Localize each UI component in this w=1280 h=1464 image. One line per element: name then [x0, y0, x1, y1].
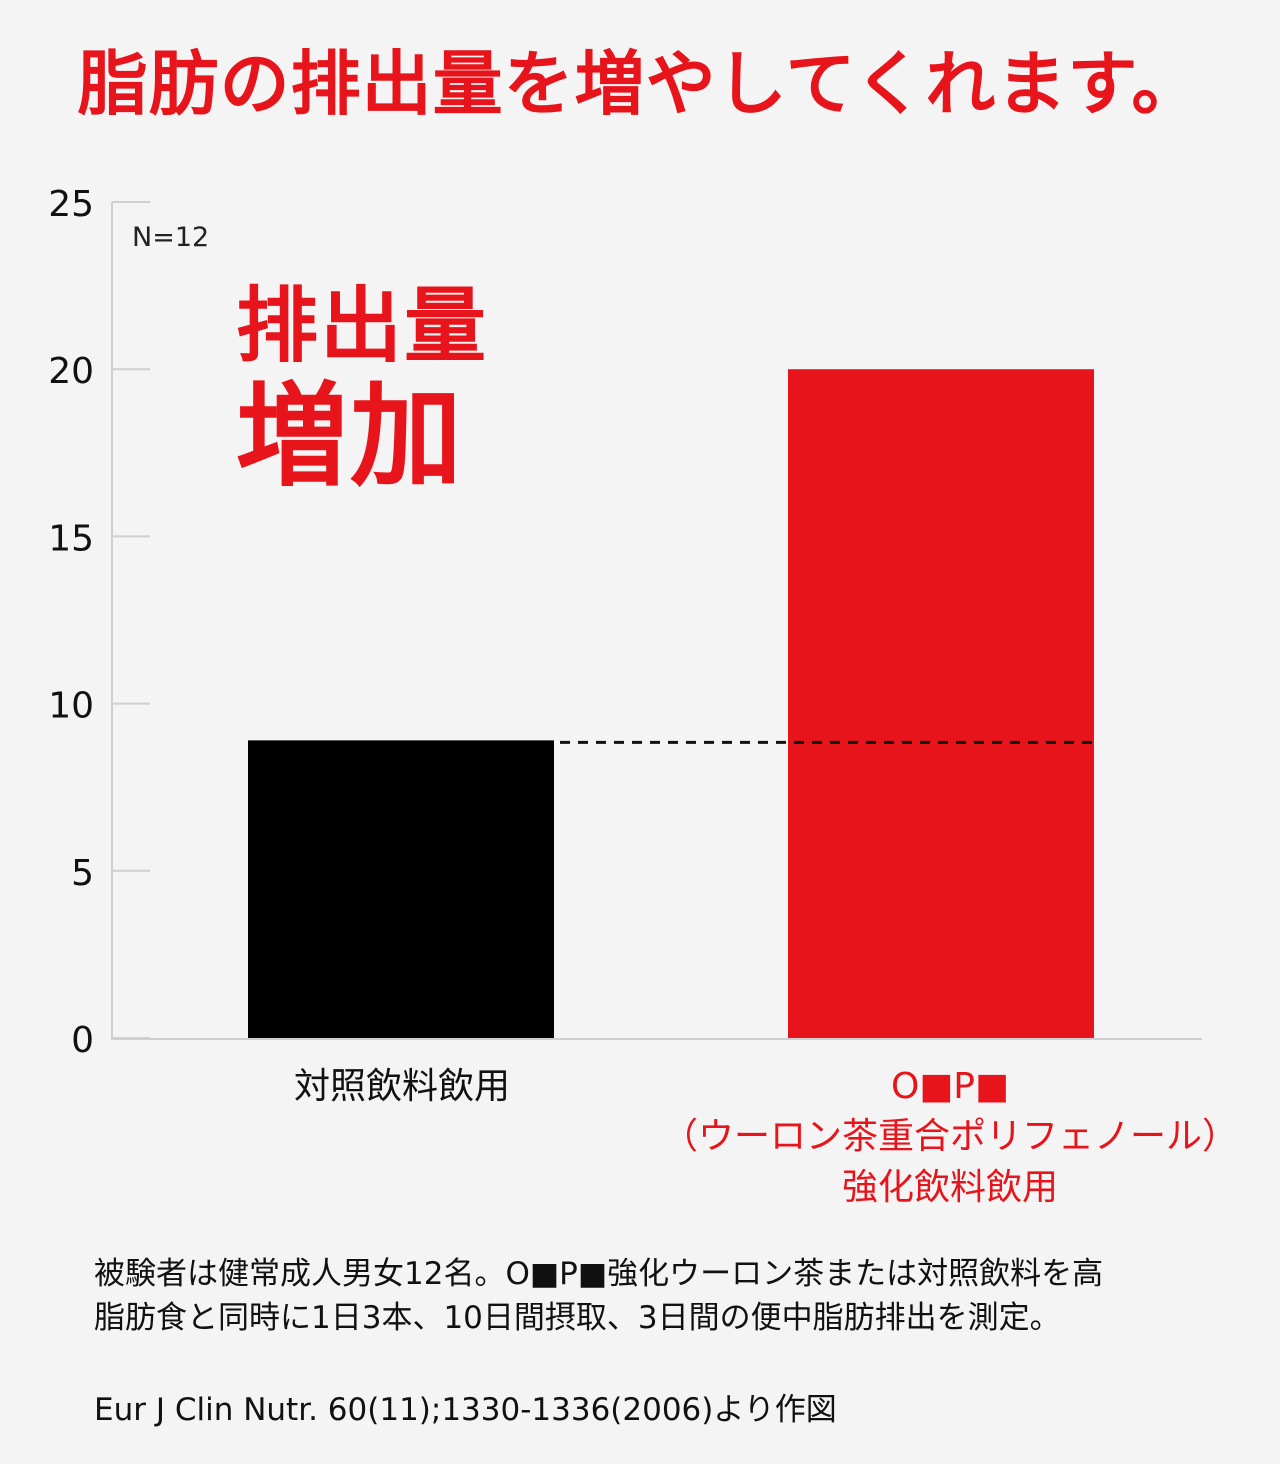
bar: [248, 740, 554, 1038]
callout-line-1: 排出量: [236, 279, 489, 374]
category-label-line: 強化飲料飲用: [841, 1166, 1058, 1208]
category-label-line: O■P■: [890, 1066, 1010, 1107]
y-axis-ticks: 0 5 10 15 20 25: [48, 184, 150, 1061]
y-tick-label: 15: [48, 518, 94, 559]
sample-size-label: N=12: [132, 222, 210, 253]
category-label-control: 対照飲料飲用: [252, 1062, 552, 1112]
callout: 排出量 増加: [236, 279, 489, 503]
y-tick-label: 10: [48, 686, 94, 727]
source-citation: Eur J Clin Nutr. 60(11);1330-1336(2006)よ…: [94, 1392, 837, 1428]
bars: [248, 369, 1094, 1038]
bar: [788, 369, 1094, 1038]
study-note-line: 被験者は健常成人男女12名。O■P■強化ウーロン茶または対照飲料を高: [94, 1256, 1104, 1292]
study-note-line: 脂肪食と同時に1日3本、10日間摂取、3日間の便中脂肪排出を測定。: [94, 1300, 1061, 1337]
category-label-line: （ウーロン茶重合ポリフェノール）: [661, 1116, 1238, 1158]
y-tick-label: 5: [71, 853, 94, 894]
category-label-line: 対照飲料飲用: [293, 1066, 510, 1107]
category-label-oolong: O■P■ （ウーロン茶重合ポリフェノール） 強化飲料飲用: [640, 1062, 1260, 1213]
bar-chart: 0 5 10 15 20 25: [48, 184, 1202, 1061]
y-tick-label: 0: [71, 1020, 94, 1061]
y-tick-label: 20: [48, 351, 94, 392]
y-tick-label: 25: [48, 184, 94, 225]
callout-line-2: 増加: [236, 372, 464, 503]
page-title: 脂肪の排出量を増やしてくれます。: [77, 43, 1203, 125]
study-note: 被験者は健常成人男女12名。O■P■強化ウーロン茶または対照飲料を高 脂肪食と同…: [94, 1252, 1274, 1340]
